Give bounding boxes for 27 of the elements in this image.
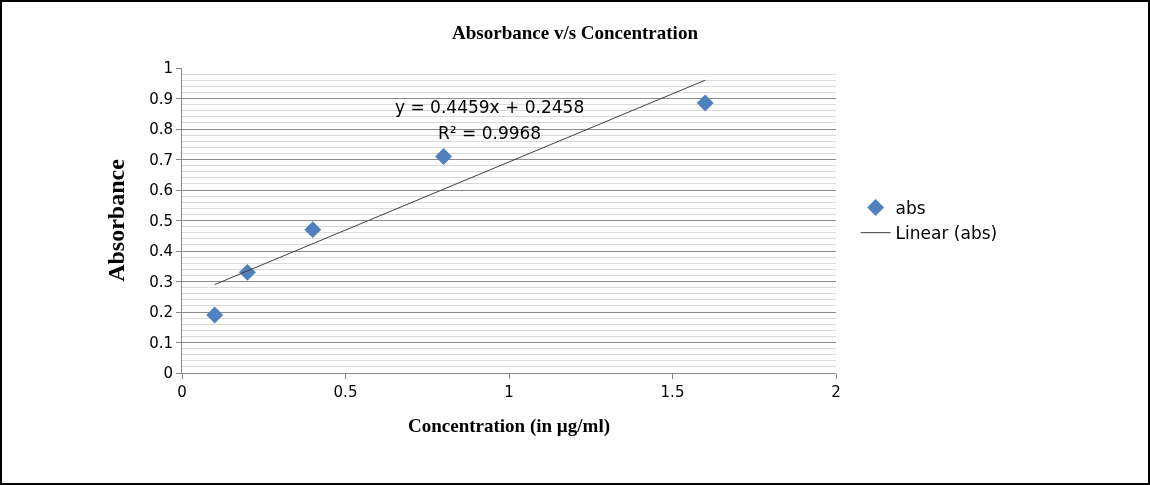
y-tick-label: 0.2 bbox=[149, 303, 173, 322]
y-tick-label: 0.4 bbox=[149, 242, 173, 261]
y-tick-label: 0.1 bbox=[149, 333, 173, 352]
y-tick-label: 0 bbox=[163, 364, 173, 383]
point bbox=[206, 306, 224, 324]
y-tick-label: 1 bbox=[163, 59, 173, 78]
y-tick-label: 0.3 bbox=[149, 272, 173, 291]
legend-label: Linear (abs) bbox=[895, 223, 998, 244]
y-tick-label: 0.9 bbox=[149, 89, 173, 108]
chart-title: Absorbance v/s Concentration bbox=[452, 22, 699, 44]
point bbox=[304, 221, 322, 239]
legend-label: abs bbox=[895, 198, 926, 219]
y-tick-label: 0.7 bbox=[149, 150, 173, 169]
point bbox=[696, 94, 714, 112]
y-tick-label: 0.8 bbox=[149, 120, 173, 139]
annotation: R² = 0.9968 bbox=[438, 123, 542, 143]
annotation: y = 0.4459x + 0.2458 bbox=[395, 97, 585, 117]
y-axis-title: Absorbance bbox=[103, 158, 129, 282]
x-tick-label: 1 bbox=[504, 383, 514, 401]
x-axis-title: Concentration (in µg/ml) bbox=[408, 414, 610, 437]
y-tick-label: 0.6 bbox=[149, 181, 173, 200]
x-tick-label: 0.5 bbox=[333, 383, 358, 401]
x-tick-label: 1.5 bbox=[660, 383, 685, 401]
x-tick-label: 0 bbox=[177, 383, 187, 401]
x-tick-label: 2 bbox=[831, 383, 841, 401]
y-tick-label: 0.5 bbox=[149, 211, 173, 230]
point bbox=[435, 148, 453, 165]
